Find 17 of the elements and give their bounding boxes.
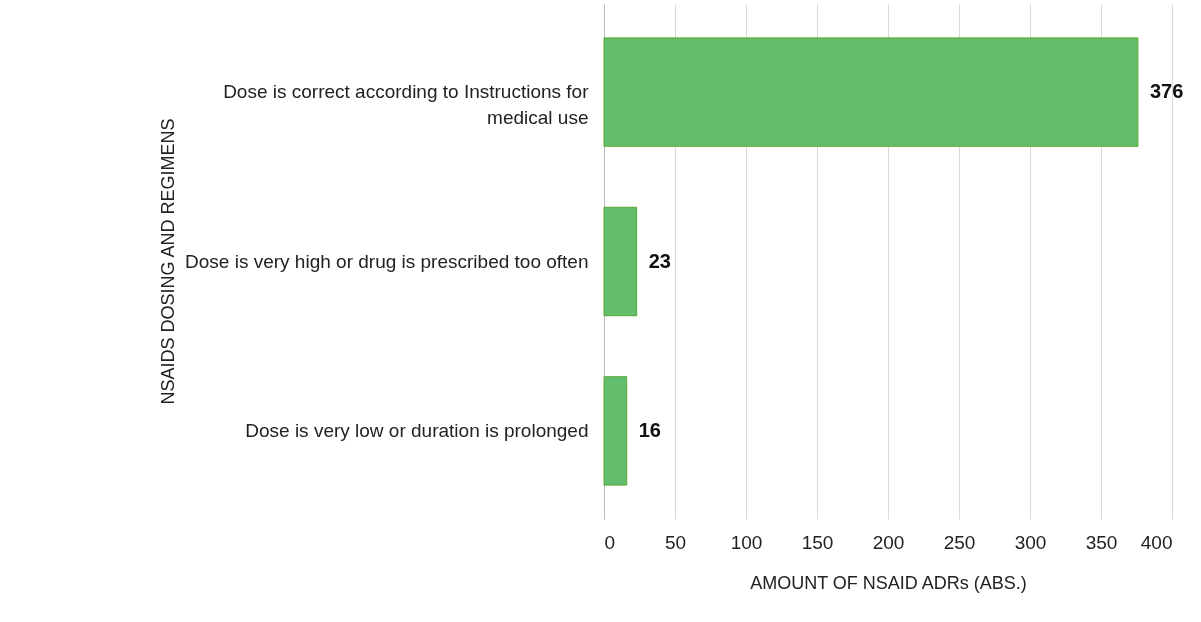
x-tick-label: 250 [943,531,976,553]
x-tick-label: 150 [801,531,834,553]
y-tick-label: Dose is very low or duration is prolonged [245,419,589,441]
x-tick-label: 300 [1014,531,1047,553]
x-tick-label: 50 [664,531,687,553]
data-label: 376 [1149,80,1184,103]
y-axis-title: NSAIDS DOSING AND REGIMENS [157,118,178,405]
x-tick-label: 100 [730,531,763,553]
x-tick-label: 350 [1085,531,1118,553]
x-tick-label: 400 [1140,531,1173,553]
x-tick-label: 200 [872,531,905,553]
data-label: 16 [638,418,661,441]
x-tick-label: 0 [604,531,616,553]
y-tick-label: Dose is correct according to Instructions for medical use [223,81,590,129]
y-tick-label: Dose is very high or drug is prescribed too often [185,250,589,272]
data-label: 23 [648,249,671,272]
x-axis-title: AMOUNT OF NSAID ADRs (ABS.) [750,572,1027,593]
